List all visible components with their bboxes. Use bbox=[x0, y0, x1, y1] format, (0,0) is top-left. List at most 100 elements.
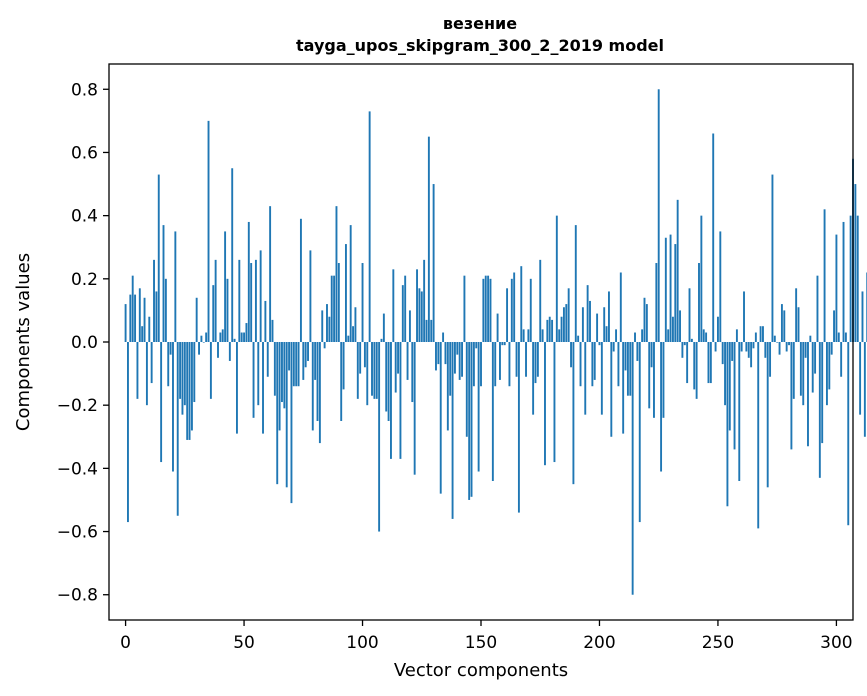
y-tick-label: −0.2 bbox=[57, 396, 98, 416]
bar bbox=[560, 316, 563, 342]
bar bbox=[297, 342, 300, 387]
bar bbox=[352, 326, 354, 342]
bar bbox=[809, 335, 812, 342]
bar bbox=[823, 209, 826, 342]
bar bbox=[667, 329, 670, 342]
y-tick-label: −0.8 bbox=[57, 586, 98, 606]
bar bbox=[863, 342, 866, 437]
bar bbox=[281, 342, 283, 403]
bar bbox=[138, 288, 141, 342]
bar bbox=[458, 342, 461, 380]
bar bbox=[468, 342, 471, 500]
bar bbox=[295, 342, 298, 387]
bar bbox=[501, 342, 504, 346]
bar bbox=[349, 225, 352, 342]
bar bbox=[679, 310, 681, 342]
bar bbox=[733, 342, 736, 450]
bar bbox=[290, 342, 293, 504]
bar bbox=[326, 304, 328, 342]
bar bbox=[539, 259, 542, 342]
bar bbox=[406, 342, 409, 380]
y-axis-ticks: 0.8 0.6 0.4 0.2 0.0 −0.2 −0.4 −0.6 −0.8 bbox=[57, 80, 109, 606]
x-axis-ticks: 0 50 100 150 200 250 300 bbox=[120, 620, 853, 653]
bar bbox=[354, 307, 357, 342]
y-tick-label: 0.4 bbox=[71, 207, 98, 227]
bar bbox=[669, 234, 672, 342]
bar bbox=[190, 342, 193, 431]
bar bbox=[390, 342, 392, 459]
bar bbox=[818, 342, 821, 478]
bar bbox=[463, 275, 466, 342]
bar bbox=[728, 342, 731, 431]
bar bbox=[702, 329, 705, 342]
bar bbox=[167, 342, 170, 387]
bar bbox=[653, 342, 655, 418]
bar bbox=[525, 342, 527, 377]
bar bbox=[802, 342, 805, 406]
bar bbox=[453, 342, 456, 374]
bar bbox=[804, 342, 807, 358]
bar bbox=[188, 342, 191, 440]
bar bbox=[600, 342, 603, 415]
bar bbox=[347, 335, 350, 342]
bar bbox=[247, 221, 250, 342]
bar bbox=[795, 288, 798, 342]
bar bbox=[385, 342, 388, 412]
bar bbox=[323, 342, 326, 349]
bar bbox=[648, 342, 651, 409]
bar bbox=[340, 342, 343, 421]
bar bbox=[835, 234, 838, 342]
bar bbox=[660, 342, 663, 472]
bar bbox=[399, 342, 402, 459]
bar bbox=[766, 342, 769, 488]
bar bbox=[624, 342, 627, 371]
x-tick-label: 50 bbox=[233, 633, 255, 653]
bar bbox=[489, 278, 492, 342]
bar bbox=[776, 342, 779, 343]
bar bbox=[411, 342, 414, 403]
bar bbox=[769, 342, 772, 377]
bar bbox=[783, 310, 786, 342]
bar bbox=[484, 275, 487, 342]
bar bbox=[757, 342, 760, 529]
bar bbox=[657, 89, 660, 343]
y-tick-label: 0.2 bbox=[71, 270, 98, 290]
bar bbox=[316, 342, 319, 421]
bar bbox=[792, 342, 795, 399]
bar bbox=[494, 342, 497, 387]
bar bbox=[593, 342, 596, 380]
x-tick-label: 250 bbox=[702, 633, 734, 653]
bar bbox=[548, 316, 551, 342]
bar bbox=[655, 263, 658, 342]
y-tick-label: −0.6 bbox=[57, 523, 98, 543]
bar bbox=[719, 231, 722, 342]
bar bbox=[619, 272, 622, 342]
bar bbox=[811, 342, 814, 393]
bar bbox=[157, 174, 160, 342]
bar bbox=[814, 342, 817, 374]
bar bbox=[695, 342, 698, 399]
bar bbox=[143, 297, 146, 342]
bar bbox=[416, 269, 418, 342]
bar bbox=[387, 342, 390, 421]
bar bbox=[534, 342, 537, 384]
bar bbox=[546, 319, 549, 342]
bar bbox=[555, 215, 558, 342]
bar bbox=[520, 266, 523, 342]
x-tick-label: 0 bbox=[120, 633, 131, 653]
bar bbox=[134, 294, 137, 342]
x-tick-label: 200 bbox=[583, 633, 615, 653]
bar bbox=[508, 342, 511, 387]
x-tick-label: 150 bbox=[465, 633, 497, 653]
bar bbox=[750, 342, 753, 368]
bar bbox=[250, 263, 253, 342]
bar bbox=[318, 342, 321, 444]
bar bbox=[371, 342, 373, 396]
bar bbox=[307, 342, 309, 361]
bar bbox=[856, 215, 859, 342]
bar bbox=[368, 111, 371, 342]
bar bbox=[567, 288, 570, 342]
bar bbox=[214, 259, 217, 342]
bar bbox=[129, 294, 132, 342]
